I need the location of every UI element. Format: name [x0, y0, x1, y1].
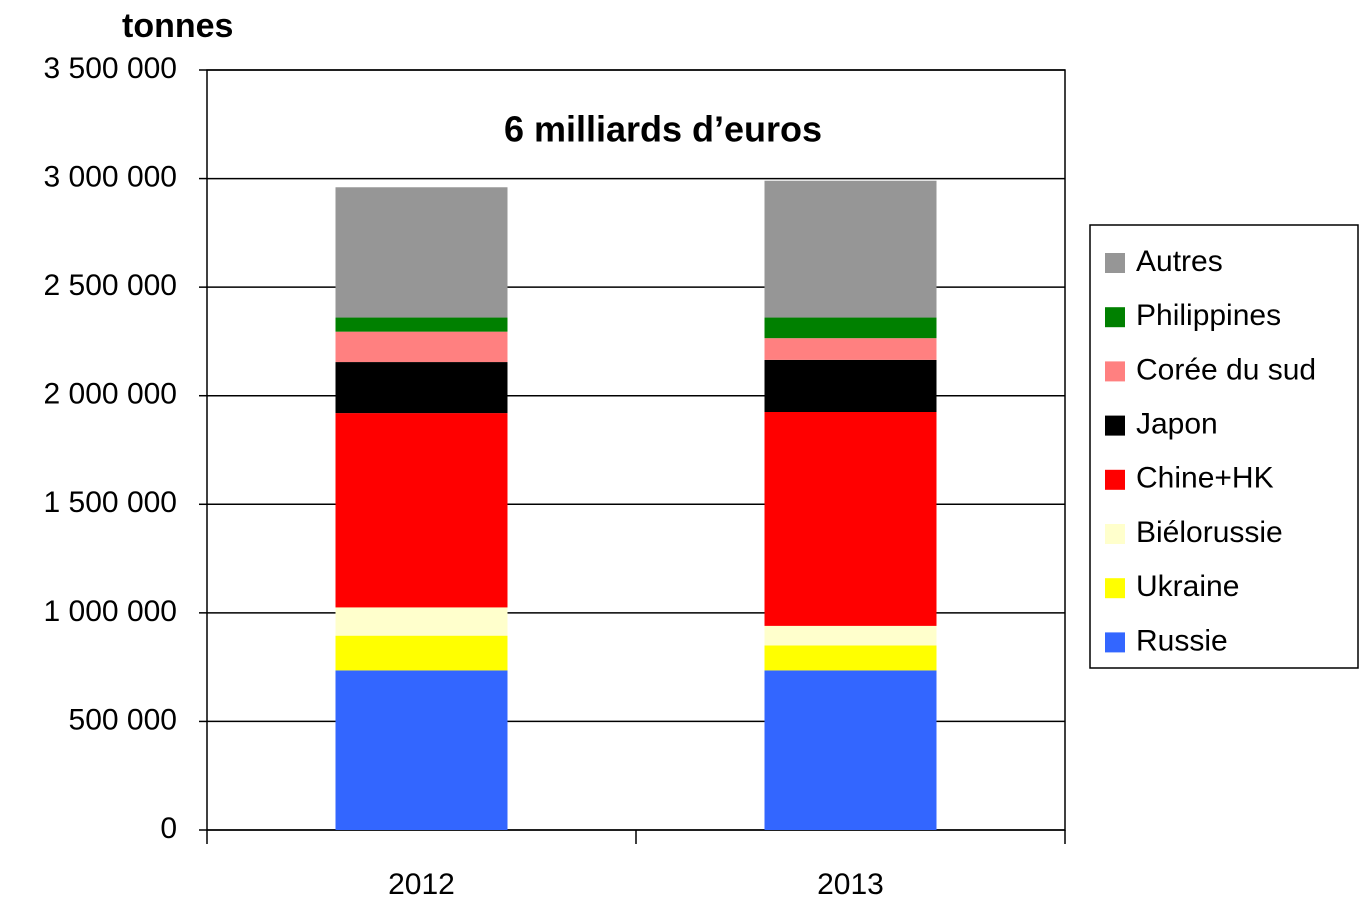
- bar-segment: [764, 338, 937, 360]
- legend-swatch: [1105, 307, 1125, 328]
- bar-segment: [335, 670, 508, 830]
- bar-segment: [764, 670, 937, 830]
- bar-segment: [335, 607, 508, 636]
- y-tick-label: 2 500 000: [44, 269, 177, 302]
- x-tick-label: 2012: [388, 868, 455, 901]
- legend-label: Ukraine: [1136, 570, 1239, 603]
- y-axis-label: tonnes: [122, 7, 233, 45]
- bar-segment: [335, 362, 508, 414]
- bar-segment: [764, 317, 937, 339]
- bar-segment: [764, 412, 937, 626]
- bar-segment: [764, 180, 937, 318]
- bar-segment: [335, 331, 508, 363]
- legend-swatch: [1105, 524, 1125, 544]
- legend-label: Corée du sud: [1136, 353, 1316, 386]
- legend-swatch: [1105, 253, 1125, 273]
- legend-label: Autres: [1136, 245, 1223, 278]
- legend-swatch: [1105, 361, 1125, 382]
- legend-swatch: [1105, 469, 1125, 490]
- legend-label: Japon: [1136, 408, 1218, 441]
- legend-swatch: [1105, 415, 1125, 436]
- y-tick-label: 2 000 000: [44, 378, 177, 411]
- bar-segment: [764, 359, 937, 412]
- legend-label: Biélorussie: [1136, 516, 1283, 549]
- bar-segment: [764, 625, 937, 646]
- legend-box: [1089, 224, 1359, 669]
- legend-label: Russie: [1136, 624, 1228, 657]
- y-tick-label: 1 500 000: [44, 486, 177, 519]
- bar-segment: [335, 635, 508, 671]
- legend-swatch: [1105, 578, 1125, 599]
- bar-segment: [335, 317, 508, 332]
- bar-segment: [335, 187, 508, 318]
- y-tick-label: 3 500 000: [44, 52, 177, 85]
- y-tick-label: 1 000 000: [44, 595, 177, 628]
- x-tick-label: 2013: [817, 868, 884, 901]
- legend-swatch: [1105, 632, 1125, 653]
- bar-segment: [764, 645, 937, 671]
- y-tick-label: 0: [160, 812, 177, 845]
- bar-segment: [335, 413, 508, 608]
- y-tick-label: 3 000 000: [44, 160, 177, 193]
- legend-label: Philippines: [1136, 299, 1281, 332]
- legend-label: Chine+HK: [1136, 462, 1274, 495]
- y-tick-label: 500 000: [69, 703, 177, 736]
- annotation: 6 milliards d’euros: [504, 109, 822, 150]
